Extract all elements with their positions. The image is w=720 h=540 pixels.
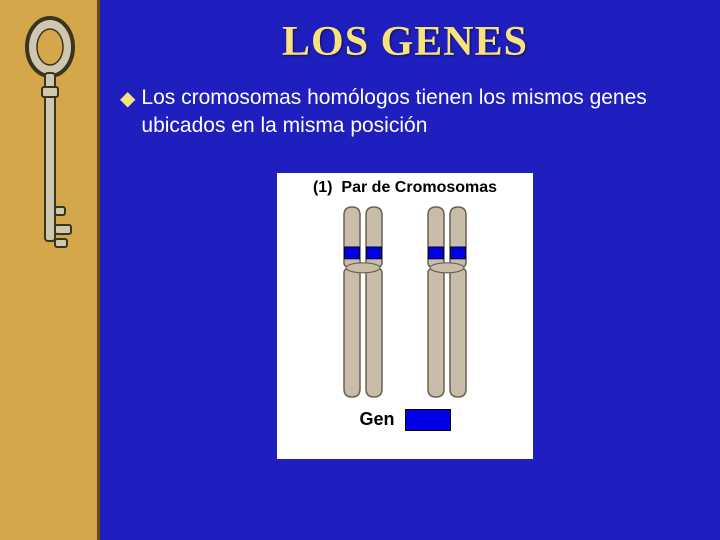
gene-color-swatch	[405, 409, 451, 431]
gene-legend: Gen	[287, 409, 523, 431]
diagram-number: (1)	[313, 179, 333, 196]
slide-title: LOS GENES	[120, 18, 690, 66]
bullet-item: ◆ Los cromosomas homólogos tienen los mi…	[120, 84, 690, 141]
diagram-container: (1) Par de Cromosomas Gen	[120, 173, 690, 459]
sidebar	[0, 0, 100, 540]
bullet-text: Los cromosomas homólogos tienen los mism…	[141, 84, 690, 141]
chromosome-diagram: (1) Par de Cromosomas Gen	[277, 173, 533, 459]
diagram-title-label: Par de Cromosomas	[341, 179, 497, 196]
main-content: LOS GENES ◆ Los cromosomas homólogos tie…	[100, 0, 720, 540]
diamond-bullet-icon: ◆	[120, 86, 135, 113]
gene-label: Gen	[359, 409, 394, 430]
key-icon	[22, 15, 78, 275]
diagram-title: (1) Par de Cromosomas	[287, 179, 523, 197]
chromosome-svg	[287, 201, 523, 401]
chromosome-area	[287, 201, 523, 401]
